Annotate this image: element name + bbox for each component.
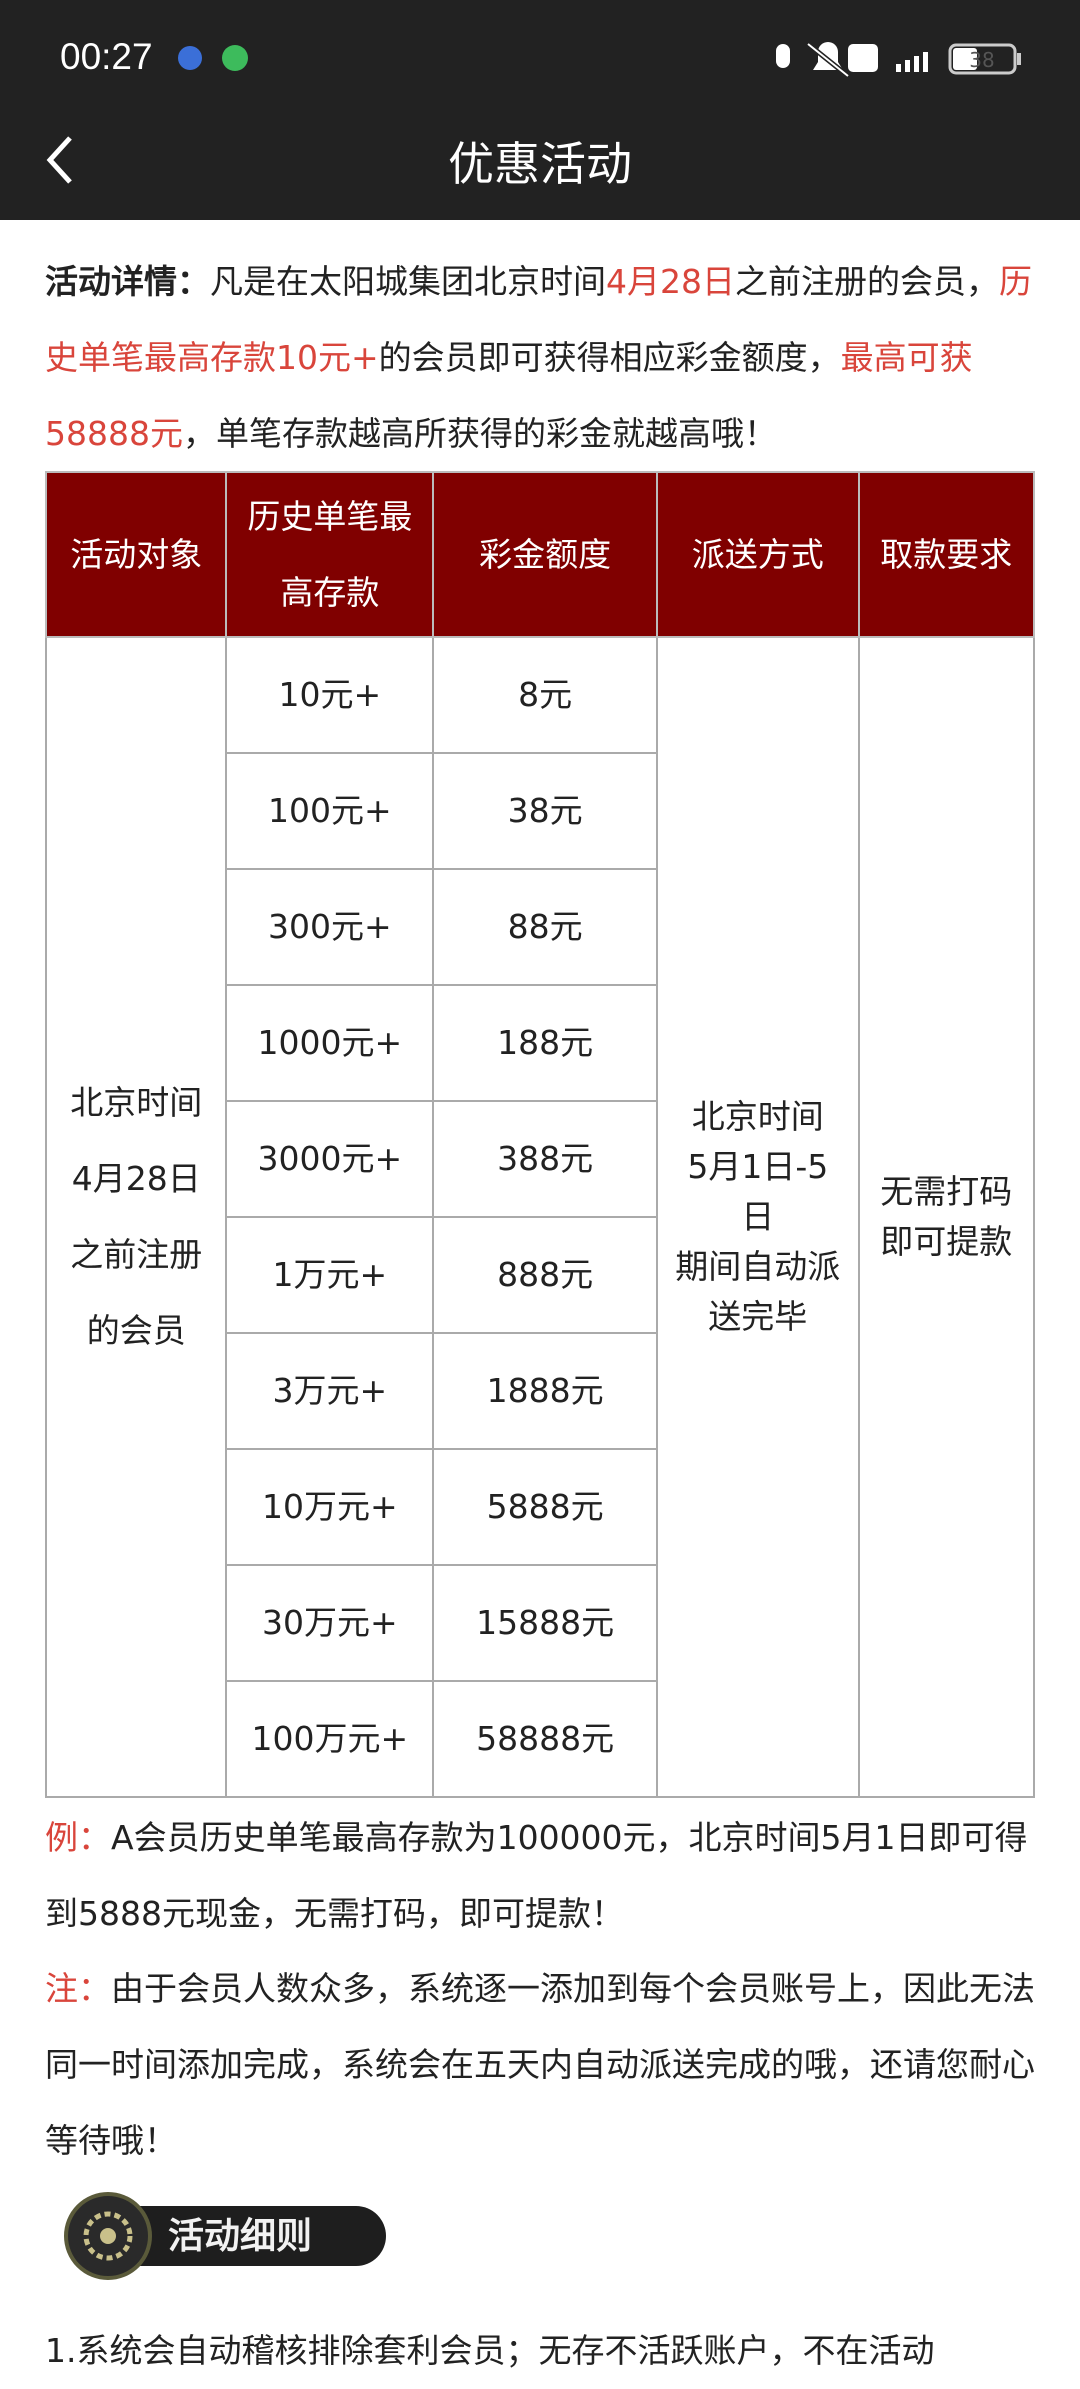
- table-cell: 1万元+: [225, 1216, 435, 1334]
- text-segment: A会员历史单笔最高存款为100000元，北京时间5月1日即可得到5888元现金，…: [45, 1818, 1028, 1933]
- cell-line: 送完毕: [708, 1297, 808, 1336]
- table-row: 北京时间 4月28日之前注册的会员 10元+ 8元北京时间 5月1日-5 日期间自动派送完…: [44, 636, 1036, 1798]
- cell-line: 日: [741, 1197, 775, 1236]
- table-row: 1万元+ 888元: [46, 1216, 1034, 1334]
- header-cell: 历史单笔最 高存款: [225, 471, 435, 638]
- table-row: 100万元+ 58888元: [46, 1680, 1034, 1798]
- header-cell: 彩金额度: [432, 471, 659, 638]
- text-segment: 注：: [45, 1969, 111, 2008]
- header-cell: 活动对象: [44, 471, 228, 638]
- table-cell: 15888元: [432, 1564, 659, 1682]
- cell-line: 活动对象: [70, 534, 203, 574]
- table-cell: 3000元+: [225, 1100, 435, 1218]
- cell-line: 北京时间: [70, 1083, 203, 1122]
- cell-line: 4月28日: [71, 1159, 201, 1198]
- badge-label: 活动细则: [168, 2216, 312, 2257]
- page-title: 优惠活动: [448, 137, 632, 191]
- intro-text: 活动详情：凡是在太阳城集团北京时间4月28日之前注册的会员，历史单笔最高存款10…: [45, 244, 1040, 472]
- cell-line: 即可提款: [880, 1222, 1013, 1261]
- table-cell: 1888元: [432, 1332, 659, 1450]
- text-segment: 例：: [45, 1818, 111, 1857]
- table-cell: 100万元+: [225, 1680, 435, 1798]
- table-cell: 1000元+: [225, 984, 435, 1102]
- delivery-cell: 北京时间 5月1日-5 日期间自动派送完毕: [656, 636, 860, 1798]
- cell-line: 历史单笔最: [247, 496, 413, 536]
- text-segment: 历史单笔最高存款10元+: [45, 262, 1032, 377]
- text-segment: 由于会员人数众多，系统逐一添加到每个会员账号上，因此无法同一时间添加完成，系统会…: [45, 1969, 1035, 2160]
- cell-line: 无需打码: [880, 1172, 1013, 1211]
- battery-level: 38: [969, 48, 994, 72]
- table-row: 3000元+ 388元: [46, 1100, 1034, 1218]
- back-button[interactable]: [46, 136, 72, 184]
- example-text: 例：A会员历史单笔最高存款为100000元，北京时间5月1日即可得到5888元现…: [45, 1800, 1040, 1952]
- table-cell: 188元: [432, 984, 659, 1102]
- cell-line: 高存款: [280, 572, 380, 612]
- table-row: 3万元+ 1888元: [46, 1332, 1034, 1450]
- top-bar: 00:27 38 优惠活动: [0, 0, 1080, 220]
- cell-line: 5月1日-5: [687, 1147, 829, 1186]
- cell-line: 的会员: [86, 1311, 186, 1350]
- table-cell: 100元+: [225, 752, 435, 870]
- cell-line: 北京时间: [691, 1097, 824, 1136]
- header-cell: 派送方式: [656, 471, 860, 638]
- cell-line: 取款要求: [880, 534, 1013, 574]
- cell-line: 彩金额度: [479, 534, 612, 574]
- note-text: 注：由于会员人数众多，系统逐一添加到每个会员账号上，因此无法同一时间添加完成，系…: [45, 1951, 1040, 2179]
- table-row: 300元+ 88元: [46, 868, 1034, 986]
- target-cell: 北京时间 4月28日之前注册的会员: [44, 636, 228, 1798]
- rules: 1.系统会自动稽核排除套利会员；无存不活跃账户，不在活动: [45, 2313, 935, 2389]
- table-cell: 5888元: [432, 1448, 659, 1566]
- withdraw-cell: 无需打码 即可提款: [857, 636, 1036, 1798]
- cell-line: 之前注册: [70, 1235, 203, 1274]
- table-cell: 10元+: [225, 636, 435, 754]
- table-cell: 3万元+: [225, 1332, 435, 1450]
- bonus-table: 活动对象 历史单笔最 高存款 彩金额度 派送方式 取款要求 北京时间 4月28日 之前注册 的会员…: [44, 471, 1036, 1798]
- text-segment: 4月28日: [606, 262, 735, 301]
- table-cell: 388元: [432, 1100, 659, 1218]
- text-segment: ，单笔存款越高所获得的彩金就越高哦！: [182, 414, 777, 453]
- text-segment: 活动详情：: [45, 262, 210, 301]
- text-segment: 凡是在太阳城集团北京时间: [210, 262, 606, 301]
- table-row: 30万元+ 15888元: [46, 1564, 1034, 1682]
- table-cell: 30万元+: [225, 1564, 435, 1682]
- status-time: 00:27: [60, 36, 153, 77]
- cell-line: 派送方式: [691, 534, 824, 574]
- table-cell: 8元: [432, 636, 659, 754]
- rule-line: 1.系统会自动稽核排除套利会员；无存不活跃账户，不在活动: [45, 2331, 935, 2370]
- section-badge: 活动细则: [64, 2192, 386, 2280]
- text-segment: 之前注册的会员，: [735, 262, 999, 301]
- table-cell: 888元: [432, 1216, 659, 1334]
- table-cell: 58888元: [432, 1680, 659, 1798]
- cell-line: 期间自动派: [675, 1247, 841, 1286]
- header-cell: 取款要求: [857, 471, 1036, 638]
- table-cell: 38元: [432, 752, 659, 870]
- table-row: 10万元+ 5888元: [46, 1448, 1034, 1566]
- table-row: 1000元+ 188元: [46, 984, 1034, 1102]
- status-icons: 38: [46, 42, 1021, 184]
- text-segment: 的会员即可获得相应彩金额度，: [378, 338, 841, 377]
- table-row: 100元+ 38元: [46, 752, 1034, 870]
- table-cell: 300元+: [225, 868, 435, 986]
- text-segment: 最高可获58888元: [45, 338, 973, 453]
- table-cell: 10万元+: [225, 1448, 435, 1566]
- table-cell: 88元: [432, 868, 659, 986]
